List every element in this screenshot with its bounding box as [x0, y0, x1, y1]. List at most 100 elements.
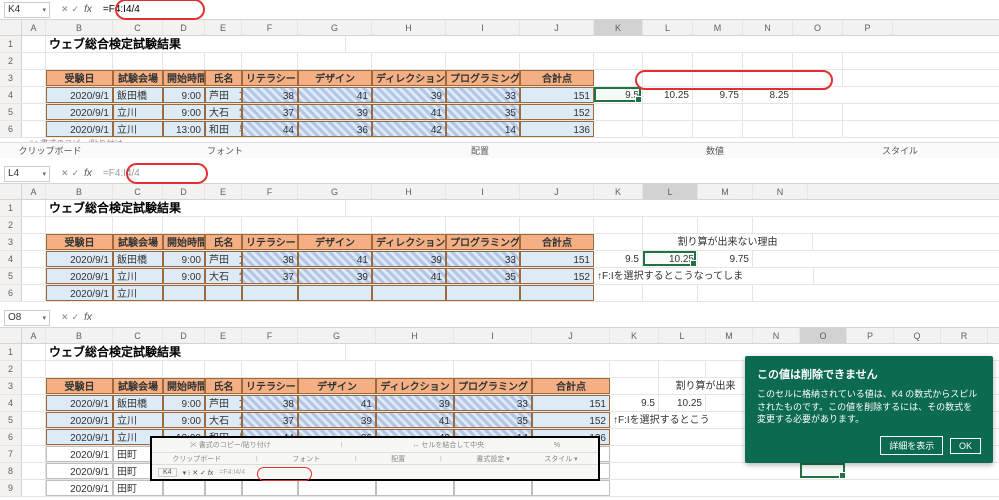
column-header-P[interactable]: P	[847, 328, 894, 343]
cell[interactable]: 開始時間	[163, 378, 205, 394]
fx-icon[interactable]: fx	[82, 168, 94, 179]
column-header-Q[interactable]: Q	[894, 328, 941, 343]
row-header[interactable]: 4	[0, 87, 22, 103]
column-header-G[interactable]: G	[298, 184, 372, 199]
cell[interactable]	[22, 251, 46, 267]
cell[interactable]: 試験会場	[113, 234, 163, 250]
formula-bar[interactable]: =F4:I4/4	[99, 2, 999, 18]
column-header-K[interactable]: K	[594, 184, 643, 199]
cell[interactable]: 大石 堂	[205, 104, 242, 120]
column-header-F[interactable]: F	[242, 184, 298, 199]
cell[interactable]	[643, 285, 698, 301]
cell[interactable]: 2020/9/1	[46, 480, 113, 496]
row-header[interactable]: 3	[0, 378, 22, 394]
cell[interactable]: 152	[520, 268, 594, 284]
cell[interactable]	[643, 104, 693, 120]
cell[interactable]: 飯田橋	[113, 395, 163, 411]
cell[interactable]: 9.5	[594, 251, 643, 267]
ok-button[interactable]: OK	[950, 438, 981, 454]
column-header-O[interactable]: O	[800, 328, 847, 343]
cell[interactable]	[446, 285, 520, 301]
cell[interactable]: 8.25	[743, 87, 793, 103]
cell[interactable]: ディレクション	[376, 378, 454, 394]
cell[interactable]	[693, 121, 743, 137]
cell[interactable]	[22, 36, 46, 52]
cell[interactable]: 受験日	[46, 70, 113, 86]
cell[interactable]: 36	[298, 121, 372, 137]
cell[interactable]: リテラシー	[242, 234, 298, 250]
cell[interactable]: デザイン	[298, 70, 372, 86]
select-all-corner[interactable]	[0, 20, 22, 35]
column-header-J[interactable]: J	[520, 184, 594, 199]
cell[interactable]	[22, 121, 46, 137]
cell[interactable]	[693, 70, 743, 86]
cell[interactable]	[205, 361, 242, 377]
cell[interactable]	[22, 104, 46, 120]
cell[interactable]: 氏名	[205, 234, 242, 250]
row-header[interactable]: 1	[0, 344, 22, 360]
cell[interactable]	[242, 480, 298, 496]
cell[interactable]: 割り算が出来ない理由	[643, 234, 813, 250]
cell[interactable]	[22, 70, 46, 86]
cell[interactable]	[242, 53, 298, 69]
cell[interactable]	[793, 104, 843, 120]
row-header[interactable]: 6	[0, 429, 22, 445]
cell[interactable]: 芦田 文	[205, 251, 242, 267]
cell[interactable]	[446, 53, 520, 69]
cell[interactable]	[242, 361, 298, 377]
cell[interactable]: 9.75	[698, 251, 753, 267]
cell[interactable]: ディレクション	[372, 234, 446, 250]
row-header[interactable]: 2	[0, 361, 22, 377]
cell[interactable]	[22, 234, 46, 250]
row-header[interactable]: 2	[0, 53, 22, 69]
cell[interactable]	[163, 361, 205, 377]
cell[interactable]: 試験会場	[113, 70, 163, 86]
cell[interactable]: 立川	[113, 268, 163, 284]
cell[interactable]: 2020/9/1	[46, 251, 113, 267]
details-button[interactable]: 詳細を表示	[880, 436, 943, 455]
cell[interactable]: 9:00	[163, 87, 205, 103]
cell[interactable]: 立川	[113, 104, 163, 120]
cell[interactable]	[372, 53, 446, 69]
cell[interactable]: ウェブ総合検定試験結果	[46, 344, 346, 360]
cell[interactable]	[594, 217, 643, 233]
cell[interactable]	[22, 200, 46, 216]
cell[interactable]: 2020/9/1	[46, 121, 113, 137]
cell[interactable]	[46, 361, 113, 377]
cancel-icon[interactable]: ✕	[61, 4, 69, 15]
cell[interactable]	[46, 217, 113, 233]
cell[interactable]: プログラミング	[454, 378, 532, 394]
cell[interactable]: 和田 早苗	[205, 121, 242, 137]
cell[interactable]	[163, 285, 205, 301]
row-header[interactable]: 1	[0, 200, 22, 216]
cell[interactable]: 2020/9/1	[46, 395, 113, 411]
cell[interactable]: 41	[372, 268, 446, 284]
cell[interactable]: 合計点	[520, 70, 594, 86]
cell[interactable]: 立川	[113, 285, 163, 301]
column-header-R[interactable]: R	[941, 328, 988, 343]
cell[interactable]: 33	[454, 395, 532, 411]
cell[interactable]: 9.5	[610, 395, 659, 411]
cell[interactable]: 9:00	[163, 268, 205, 284]
cell[interactable]: 152	[520, 104, 594, 120]
cell[interactable]	[793, 121, 843, 137]
cell[interactable]	[372, 285, 446, 301]
cell[interactable]: リテラシー	[242, 378, 298, 394]
column-header-A[interactable]: A	[22, 20, 46, 35]
cell[interactable]	[594, 121, 643, 137]
cell[interactable]: ウェブ総合検定試験結果	[46, 36, 346, 52]
column-header-E[interactable]: E	[205, 20, 242, 35]
column-header-O[interactable]: O	[793, 20, 843, 35]
cell[interactable]: デザイン	[298, 378, 376, 394]
cell[interactable]	[22, 268, 46, 284]
cell[interactable]	[22, 412, 46, 428]
column-header-E[interactable]: E	[205, 328, 242, 343]
cell[interactable]	[22, 285, 46, 301]
column-header-N[interactable]: N	[753, 328, 800, 343]
cell[interactable]: 大石 堂	[205, 268, 242, 284]
column-header-M[interactable]: M	[698, 184, 753, 199]
column-header-D[interactable]: D	[163, 328, 205, 343]
cell[interactable]	[298, 480, 376, 496]
cell[interactable]: 39	[376, 395, 454, 411]
cell[interactable]: 151	[520, 251, 594, 267]
